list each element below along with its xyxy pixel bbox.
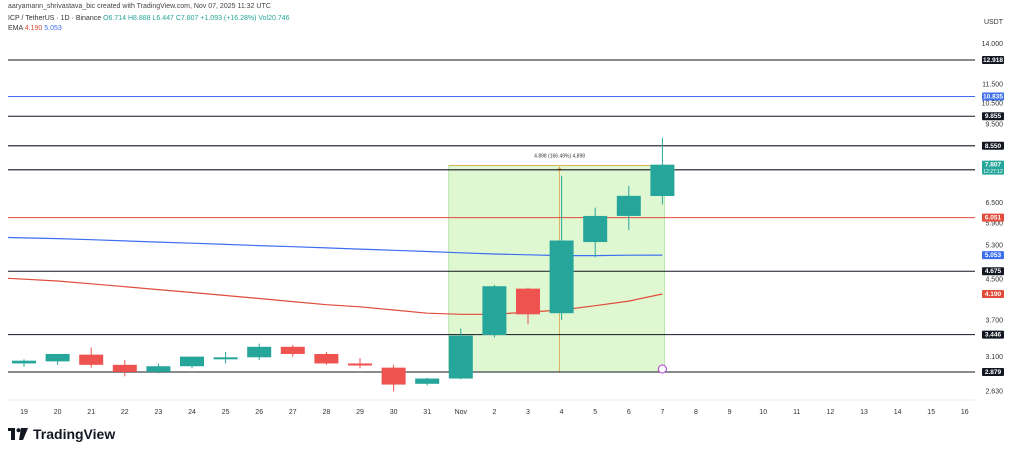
x-tick-label: 13	[860, 409, 868, 416]
level-price-tag-label: 10.835	[983, 94, 1003, 101]
y-tick-label: 14.000	[982, 41, 1004, 48]
price-tag	[982, 160, 1004, 175]
y-tick-label: 3.100	[985, 354, 1003, 361]
y-tick-label: 2.630	[985, 388, 1003, 395]
candle-body	[280, 346, 305, 354]
currency-label: USDT	[984, 19, 1004, 26]
level-price-tag-label: 12.918	[983, 57, 1003, 64]
price-tag-label: 7.807	[985, 162, 1002, 169]
level-price-tag-label: 8.550	[985, 143, 1002, 150]
event-marker-icon[interactable]	[657, 364, 667, 374]
price-tag	[982, 290, 1004, 299]
x-tick-label: 30	[390, 409, 398, 416]
level-price-tag-label: 2.879	[985, 369, 1002, 376]
x-tick-label: 9	[728, 409, 732, 416]
x-tick-label: Nov	[455, 409, 468, 416]
ema-legend[interactable]: EMA 4.190 5.053	[8, 25, 62, 32]
y-tick-label: 9.500	[985, 121, 1003, 128]
candle-body	[482, 286, 507, 335]
price-chart[interactable]: USDT 4.898 (166.49%) 4,898 19 20 21 22 23 24 2…	[0, 0, 1024, 420]
x-tick-label: 31	[423, 409, 431, 416]
price-tag	[982, 251, 1004, 260]
candle-body	[616, 195, 641, 216]
x-tick-label: 10	[759, 409, 767, 416]
level-price-tag	[982, 112, 1004, 121]
x-tick-label: 20	[54, 409, 62, 416]
y-tick-label: 10.500	[982, 101, 1004, 108]
symbol-legend[interactable]: ICP / TetherUS · 1D · Binance O6.714 H8.…	[8, 15, 290, 22]
candle-body	[12, 360, 36, 364]
candle-body	[381, 367, 406, 385]
chart-credit: aaryamann_shrivastava_bic created with T…	[8, 3, 271, 10]
ema-fast-value: 4.190	[24, 25, 43, 32]
level-price-tag-label: 3.446	[985, 332, 1002, 339]
x-tick-label: 19	[20, 409, 28, 416]
ema-label: EMA	[8, 25, 23, 32]
y-tick-label: 3.700	[985, 317, 1003, 324]
candle-body	[180, 356, 204, 367]
level-price-tag-label: 9.855	[985, 113, 1002, 120]
tradingview-logo-icon	[8, 428, 28, 440]
x-tick-label: 14	[894, 409, 902, 416]
tradingview-logo[interactable]: TradingView	[8, 426, 115, 442]
candle-body	[247, 346, 272, 358]
x-tick-label: 24	[188, 409, 196, 416]
candle-body	[79, 354, 104, 365]
x-tick-label: 2	[492, 409, 496, 416]
y-tick-label: 6.500	[985, 200, 1003, 207]
ohlc-values: O6.714 H8.888 L6.447 C7.807 +1.093 (+16.…	[103, 15, 290, 22]
candle-body	[415, 378, 440, 384]
x-tick-label: 23	[155, 409, 163, 416]
candle-body	[146, 366, 171, 372]
candle-body	[516, 288, 540, 315]
x-tick-label: 29	[356, 409, 364, 416]
candle-body	[448, 335, 473, 379]
level-price-tag	[982, 330, 1004, 339]
level-price-tag	[982, 213, 1004, 222]
measure-label: 4.898 (166.49%) 4,898	[534, 153, 585, 159]
x-tick-label: 25	[222, 409, 230, 416]
x-tick-label: 4	[560, 409, 564, 416]
x-tick-label: 28	[323, 409, 331, 416]
candle-body	[45, 353, 70, 362]
candle-body	[650, 164, 675, 197]
x-tick-label: 6	[627, 409, 631, 416]
x-tick-label: 21	[87, 409, 95, 416]
x-tick-label: 11	[793, 409, 800, 416]
candle-body	[348, 363, 372, 366]
tradingview-logo-text: TradingView	[33, 426, 116, 442]
x-tick-label: 26	[255, 409, 263, 416]
candle-body	[213, 357, 238, 360]
price-tag-label: 5.053	[985, 252, 1002, 259]
level-price-tag	[982, 368, 1004, 376]
candle-body	[112, 364, 137, 372]
x-tick-label: 7	[660, 409, 664, 416]
x-tick-label: 3	[526, 409, 530, 416]
y-tick-label: 11.500	[982, 82, 1003, 89]
candle-body	[583, 215, 608, 243]
symbol-name: ICP / TetherUS · 1D · Binance	[8, 15, 102, 22]
level-price-tag	[982, 141, 1004, 150]
ema-slow-value: 5.053	[44, 25, 62, 32]
price-tag-label: 4.190	[985, 291, 1002, 298]
level-price-tag	[982, 267, 1004, 276]
y-tick-label: 4.500	[985, 277, 1003, 284]
x-tick-label: 5	[593, 409, 597, 416]
x-tick-label: 16	[961, 409, 969, 416]
candle-body	[314, 353, 339, 364]
level-price-tag-label: 4.675	[985, 268, 1002, 275]
level-price-tag	[982, 56, 1004, 64]
candle-body	[549, 240, 574, 314]
y-tick-label: 5.300	[985, 243, 1003, 250]
level-price-tag-label: 6.051	[985, 215, 1002, 222]
level-price-tag	[982, 92, 1004, 101]
y-tick-label: 5.900	[985, 220, 1003, 227]
x-tick-label: 12	[827, 409, 835, 416]
x-tick-label: 8	[694, 409, 698, 416]
x-tick-label: 22	[121, 409, 129, 416]
x-tick-label: 15	[927, 409, 935, 416]
x-tick-label: 27	[289, 409, 297, 416]
price-tag-sub: 12:27:12	[983, 169, 1003, 175]
